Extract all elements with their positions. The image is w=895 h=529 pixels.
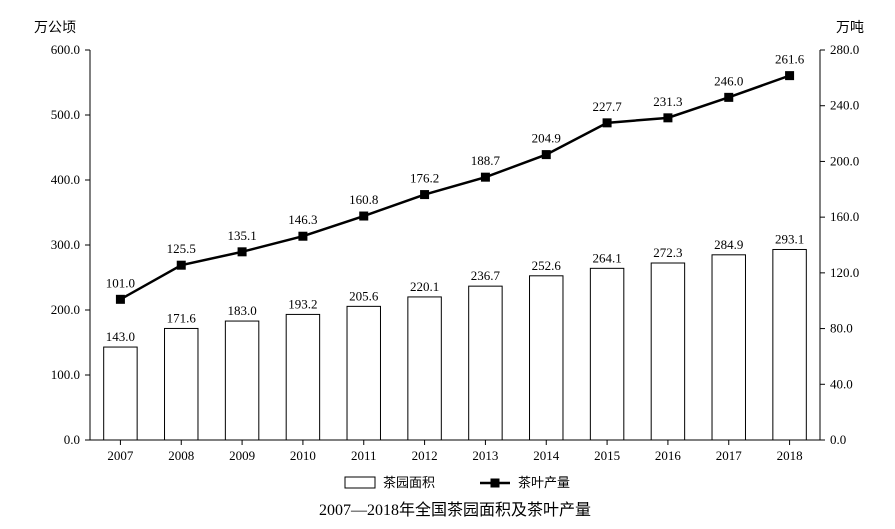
line-value-label: 227.7 xyxy=(592,99,622,114)
line-value-label: 204.9 xyxy=(532,131,561,146)
chart-container: 0.0 100.0 200.0 300.0 400.0 500.0 600.0 0.0 40.0… xyxy=(0,0,895,529)
svg-text:40.0: 40.0 xyxy=(830,376,853,391)
line-marker xyxy=(116,295,125,304)
bar xyxy=(104,347,137,440)
bar-value-label: 143.0 xyxy=(106,329,135,344)
svg-text:120.0: 120.0 xyxy=(830,265,859,280)
bar xyxy=(469,286,502,440)
line-marker xyxy=(785,71,794,80)
line-marker xyxy=(481,173,490,182)
line-value-label: 176.2 xyxy=(410,171,439,186)
line-value-label: 101.0 xyxy=(106,275,135,290)
bar-value-label: 252.6 xyxy=(532,258,562,273)
bar xyxy=(590,268,623,440)
svg-text:300.0: 300.0 xyxy=(51,237,80,252)
x-tick-label: 2009 xyxy=(229,448,255,463)
line-value-label: 146.3 xyxy=(288,212,317,227)
legend-bar-swatch xyxy=(345,477,375,488)
bar-value-label: 171.6 xyxy=(167,310,197,325)
svg-text:200.0: 200.0 xyxy=(51,302,80,317)
svg-text:0.0: 0.0 xyxy=(64,432,80,447)
x-tick-label: 2011 xyxy=(351,448,377,463)
x-tick-label: 2007 xyxy=(107,448,134,463)
bar-value-label: 293.1 xyxy=(775,231,804,246)
line-marker xyxy=(663,113,672,122)
svg-text:160.0: 160.0 xyxy=(830,209,859,224)
svg-text:0.0: 0.0 xyxy=(830,432,846,447)
x-tick-label: 2010 xyxy=(290,448,316,463)
line-value-label: 125.5 xyxy=(167,241,196,256)
chart-caption: 2007—2018年全国茶园面积及茶叶产量 xyxy=(319,501,591,519)
legend-bar-label: 茶园面积 xyxy=(383,475,435,490)
bar-value-label: 236.7 xyxy=(471,268,501,283)
svg-text:500.0: 500.0 xyxy=(51,107,80,122)
bar-value-label: 205.6 xyxy=(349,288,379,303)
line-value-label: 188.7 xyxy=(471,153,501,168)
bar xyxy=(651,263,684,440)
line-value-label: 261.6 xyxy=(775,52,805,67)
combo-chart: 0.0 100.0 200.0 300.0 400.0 500.0 600.0 0.0 40.0… xyxy=(0,0,895,529)
bar-value-label: 220.1 xyxy=(410,279,439,294)
line-marker xyxy=(359,212,368,221)
bar xyxy=(712,255,745,440)
line-marker xyxy=(420,190,429,199)
svg-text:600.0: 600.0 xyxy=(51,42,80,57)
svg-text:80.0: 80.0 xyxy=(830,321,853,336)
bar xyxy=(225,321,258,440)
legend-line-label: 茶叶产量 xyxy=(518,475,570,490)
line-marker xyxy=(724,93,733,102)
bar-value-label: 193.2 xyxy=(288,296,317,311)
bar xyxy=(347,306,380,440)
bar xyxy=(530,276,563,440)
bar xyxy=(408,297,441,440)
bar-value-label: 272.3 xyxy=(653,245,682,260)
bar xyxy=(165,328,198,440)
bar xyxy=(286,314,319,440)
x-tick-label: 2013 xyxy=(472,448,498,463)
line-marker xyxy=(298,232,307,241)
x-tick-label: 2014 xyxy=(533,448,560,463)
line-marker xyxy=(603,118,612,127)
y-right-title: 万吨 xyxy=(836,20,864,36)
line-marker xyxy=(177,261,186,270)
x-tick-label: 2015 xyxy=(594,448,620,463)
bar xyxy=(773,249,806,440)
x-tick-label: 2016 xyxy=(655,448,682,463)
line-value-label: 246.0 xyxy=(714,73,743,88)
line-marker xyxy=(238,247,247,256)
x-tick-label: 2017 xyxy=(716,448,743,463)
svg-text:100.0: 100.0 xyxy=(51,367,80,382)
svg-text:200.0: 200.0 xyxy=(830,153,859,168)
line-value-label: 231.3 xyxy=(653,94,682,109)
svg-text:240.0: 240.0 xyxy=(830,98,859,113)
svg-text:400.0: 400.0 xyxy=(51,172,80,187)
line-value-label: 135.1 xyxy=(227,228,256,243)
bar-value-label: 264.1 xyxy=(592,250,621,265)
line-value-label: 160.8 xyxy=(349,192,378,207)
x-tick-label: 2008 xyxy=(168,448,194,463)
bar-value-label: 183.0 xyxy=(227,303,256,318)
x-tick-label: 2018 xyxy=(777,448,803,463)
bar-value-label: 284.9 xyxy=(714,237,743,252)
y-left-title: 万公顷 xyxy=(34,20,76,36)
x-tick-label: 2012 xyxy=(412,448,438,463)
line-marker xyxy=(542,150,551,159)
svg-text:280.0: 280.0 xyxy=(830,42,859,57)
